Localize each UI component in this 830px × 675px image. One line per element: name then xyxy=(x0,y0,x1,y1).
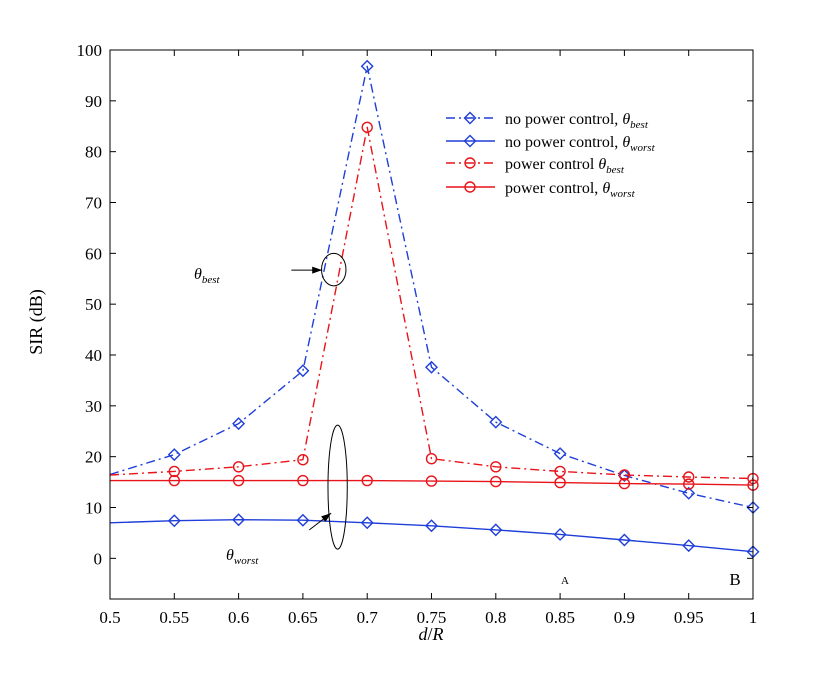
series-3-point-1 xyxy=(168,474,181,487)
series-3-point-4 xyxy=(361,474,373,487)
y-tick-label-2: 20 xyxy=(85,448,102,467)
x-tick-label-10: 1 xyxy=(749,608,758,627)
legend-marker-3 xyxy=(464,181,476,193)
annotation-theta-best: θbest xyxy=(194,266,221,286)
x-tick-label-0: 0.5 xyxy=(99,608,120,627)
y-tick-label-3: 30 xyxy=(85,397,102,416)
y-tick-label-5: 50 xyxy=(85,295,102,314)
series-2-point-3 xyxy=(297,454,309,466)
series-1-point-4 xyxy=(360,516,374,530)
series-1-point-3 xyxy=(296,513,310,527)
legend: no power control, θbest no power control… xyxy=(432,96,747,212)
legend-box xyxy=(432,96,747,212)
series-3-point-2 xyxy=(232,474,245,487)
series-2-point-5 xyxy=(425,453,438,465)
y-tick-label-6: 60 xyxy=(85,244,102,263)
corner-label-a: A xyxy=(561,575,569,587)
series-2-point-1 xyxy=(168,465,181,478)
series-line-3 xyxy=(110,479,754,486)
series-2-point-2 xyxy=(232,461,245,473)
series-3-point-6 xyxy=(490,475,502,488)
legend-label-2: power control θbest xyxy=(505,156,625,176)
series-2-point-6 xyxy=(490,461,502,473)
series-0-point-5 xyxy=(425,360,438,374)
x-tick-label-9: 0.95 xyxy=(674,608,704,627)
y-tick-label-7: 70 xyxy=(85,194,102,213)
tick-layer: 0.5 0.55 0.6 0.65 0.7 0.75 0.8 0.85 0.9 0.95 10102… xyxy=(77,41,758,627)
series-2-point-8 xyxy=(618,469,631,481)
series-1-point-9 xyxy=(682,539,696,553)
series-1-point-8 xyxy=(617,533,631,547)
series-0-point-2 xyxy=(232,417,246,431)
series-0-point-9 xyxy=(682,486,696,500)
x-tick-label-1: 0.55 xyxy=(159,608,189,627)
series-3-point-7 xyxy=(554,476,566,489)
series-0-point-3 xyxy=(296,364,310,378)
y-axis-label: SIR (dB) xyxy=(26,289,47,355)
legend-marker-2 xyxy=(464,157,476,169)
series-0-point-4 xyxy=(360,59,374,73)
series-2-point-9 xyxy=(683,471,695,483)
series-2-point-7 xyxy=(554,465,566,478)
y-tick-label-8: 80 xyxy=(85,143,102,162)
series-line-1 xyxy=(109,519,754,553)
legend-label-3: power control, θworst xyxy=(505,180,636,200)
x-axis-label: d/R xyxy=(418,624,443,644)
legend-label-1: no power control, θworst xyxy=(505,134,656,154)
x-tick-label-2: 0.6 xyxy=(228,608,249,627)
series-3-point-9 xyxy=(683,478,695,490)
series-3-point-3 xyxy=(297,474,309,487)
annotation-theta-worst: θworst xyxy=(226,547,259,567)
series-1-point-7 xyxy=(553,527,567,541)
x-tick-label-4: 0.7 xyxy=(357,608,379,627)
x-tick-label-8: 0.9 xyxy=(614,608,635,627)
annotation-layer xyxy=(291,252,348,550)
y-tick-label-9: 90 xyxy=(85,92,102,111)
annotation-best-arrow-head xyxy=(312,266,323,274)
series-line-0 xyxy=(109,65,754,509)
legend-swatches xyxy=(446,111,495,193)
series-3-point-5 xyxy=(425,475,438,487)
series-1-point-5 xyxy=(425,519,438,533)
series-3-point-8 xyxy=(618,477,631,490)
series-1-point-6 xyxy=(489,523,503,537)
x-tick-label-5: 0.75 xyxy=(417,608,447,627)
annotation-best-ellipse xyxy=(321,252,347,287)
legend-marker-1 xyxy=(463,134,477,148)
legend-marker-0 xyxy=(463,111,477,125)
y-tick-label-0: 0 xyxy=(94,549,103,568)
x-tick-label-6: 0.8 xyxy=(485,608,506,627)
series-1-point-2 xyxy=(232,513,246,527)
series-0-point-6 xyxy=(489,415,503,429)
series-0-point-1 xyxy=(167,448,181,462)
series-1-point-1 xyxy=(167,514,181,528)
series-layer xyxy=(109,59,760,559)
legend-label-0: no power control, θbest xyxy=(505,111,649,131)
annotation-worst-ellipse xyxy=(327,424,348,550)
series-line-2 xyxy=(109,126,754,480)
x-tick-label-3: 0.65 xyxy=(288,608,318,627)
series-2-point-4 xyxy=(361,121,373,133)
y-tick-label-1: 10 xyxy=(85,499,102,518)
annotation-worst-arrow-head xyxy=(321,513,332,522)
corner-label-b: B xyxy=(729,570,740,589)
series-0-point-7 xyxy=(553,447,567,461)
series-0-point-8 xyxy=(617,468,631,482)
y-tick-label-4: 40 xyxy=(85,346,102,365)
y-tick-label-10: 100 xyxy=(77,41,103,60)
x-tick-label-7: 0.85 xyxy=(545,608,575,627)
